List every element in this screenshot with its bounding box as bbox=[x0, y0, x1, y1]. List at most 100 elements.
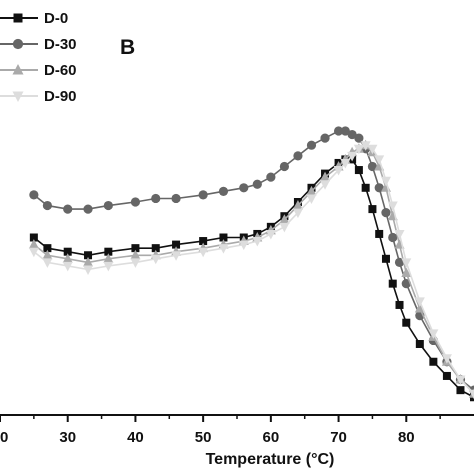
data-point-d-0 bbox=[402, 318, 411, 327]
x-tick-label: 80 bbox=[398, 429, 415, 446]
data-point-d-60 bbox=[401, 267, 412, 277]
data-point-d-90 bbox=[218, 244, 229, 254]
data-point-d-0 bbox=[84, 251, 93, 260]
legend: D-0 D-30 D-60 D-90 bbox=[0, 10, 77, 105]
series-d-90 bbox=[28, 141, 474, 400]
series-d-0 bbox=[29, 155, 474, 402]
data-point-d-60 bbox=[414, 303, 425, 313]
data-point-d-0 bbox=[456, 386, 465, 395]
legend-label: D-60 bbox=[44, 62, 77, 79]
data-point-d-30 bbox=[83, 204, 93, 214]
data-point-d-0 bbox=[375, 229, 384, 238]
data-point-d-30 bbox=[293, 151, 303, 161]
data-point-d-90 bbox=[238, 240, 249, 251]
legend-item-d-60: D-60 bbox=[0, 62, 77, 79]
data-point-d-90 bbox=[103, 261, 114, 272]
data-point-d-90 bbox=[455, 375, 466, 385]
data-point-d-90 bbox=[394, 229, 405, 240]
x-axis-title: Temperature (°C) bbox=[206, 451, 335, 468]
data-point-d-0 bbox=[368, 205, 377, 214]
data-point-d-30 bbox=[42, 200, 53, 211]
data-point-d-90 bbox=[401, 258, 412, 268]
data-point-d-90 bbox=[279, 222, 290, 233]
data-point-d-30 bbox=[103, 200, 113, 211]
data-point-d-90 bbox=[130, 258, 141, 268]
data-point-d-30 bbox=[279, 161, 289, 172]
data-point-d-0 bbox=[388, 279, 397, 288]
data-point-d-0 bbox=[172, 240, 181, 249]
data-point-d-90 bbox=[265, 229, 276, 240]
data-point-d-90 bbox=[340, 158, 351, 169]
x-tick-label: 40 bbox=[127, 429, 144, 446]
data-point-d-90 bbox=[306, 194, 317, 204]
data-point-d-90 bbox=[428, 329, 439, 339]
data-point-d-90 bbox=[414, 297, 425, 307]
data-point-d-0 bbox=[29, 233, 38, 242]
data-point-d-60 bbox=[103, 253, 114, 263]
data-point-d-60 bbox=[83, 256, 94, 267]
data-point-d-30 bbox=[63, 204, 73, 214]
legend-item-d-90: D-90 bbox=[0, 88, 77, 105]
data-point-d-60 bbox=[130, 249, 141, 260]
data-point-d-90 bbox=[380, 176, 391, 187]
data-point-d-0 bbox=[442, 371, 451, 380]
legend-marker bbox=[12, 38, 24, 50]
data-point-d-90 bbox=[367, 144, 378, 155]
data-point-d-90 bbox=[441, 354, 452, 364]
data-point-d-30 bbox=[130, 197, 141, 207]
legend-marker bbox=[13, 13, 23, 23]
data-point-d-60 bbox=[320, 171, 331, 182]
data-point-d-30 bbox=[401, 279, 411, 289]
data-point-d-30 bbox=[29, 190, 39, 200]
legend-item-d-0: D-0 bbox=[0, 10, 68, 27]
data-point-d-90 bbox=[387, 201, 398, 212]
legend-marker bbox=[12, 64, 24, 75]
data-point-d-0 bbox=[415, 340, 424, 348]
data-point-d-90 bbox=[83, 265, 94, 275]
data-point-d-90 bbox=[42, 258, 53, 268]
data-point-d-30 bbox=[266, 172, 276, 182]
data-point-d-60 bbox=[62, 253, 73, 263]
data-point-d-90 bbox=[347, 151, 358, 162]
data-point-d-90 bbox=[353, 144, 364, 155]
data-point-d-30 bbox=[388, 232, 398, 243]
data-point-d-0 bbox=[63, 247, 72, 256]
data-point-d-90 bbox=[28, 247, 39, 258]
data-point-d-0 bbox=[151, 244, 160, 253]
data-point-d-30 bbox=[340, 126, 350, 136]
data-point-d-30 bbox=[347, 129, 357, 140]
data-point-d-60 bbox=[292, 200, 303, 210]
data-point-d-30 bbox=[171, 193, 181, 204]
legend-label: D-90 bbox=[44, 88, 77, 105]
legend-label: D-0 bbox=[44, 10, 68, 27]
data-point-d-30 bbox=[367, 161, 378, 172]
legend-label: D-30 bbox=[44, 36, 77, 53]
x-tick-label: 20 bbox=[0, 429, 8, 446]
data-point-d-0 bbox=[219, 233, 228, 242]
data-point-d-30 bbox=[320, 133, 330, 143]
axes: 20 30 40 50 60 70 80 bbox=[0, 414, 474, 446]
data-point-d-0 bbox=[131, 244, 140, 253]
data-point-d-30 bbox=[394, 257, 405, 267]
data-point-d-60 bbox=[42, 249, 53, 260]
data-point-d-90 bbox=[198, 247, 209, 258]
data-point-d-0 bbox=[381, 254, 390, 263]
data-point-d-30 bbox=[218, 186, 229, 196]
data-point-d-0 bbox=[43, 244, 52, 253]
legend-item-d-30: D-30 bbox=[0, 36, 77, 53]
data-point-d-90 bbox=[374, 155, 385, 165]
data-point-d-30 bbox=[333, 126, 344, 136]
data-point-d-0 bbox=[199, 237, 208, 246]
data-point-d-30 bbox=[239, 183, 249, 193]
data-point-d-30 bbox=[151, 193, 161, 204]
data-point-d-90 bbox=[469, 389, 474, 400]
data-point-d-30 bbox=[306, 140, 317, 150]
panel-label: B bbox=[120, 36, 135, 59]
data-point-d-0 bbox=[429, 357, 438, 366]
x-tick-label: 50 bbox=[195, 429, 212, 446]
data-point-d-90 bbox=[292, 208, 303, 219]
data-point-d-90 bbox=[252, 237, 263, 247]
data-point-d-60 bbox=[279, 214, 290, 224]
data-point-d-30 bbox=[198, 190, 208, 200]
